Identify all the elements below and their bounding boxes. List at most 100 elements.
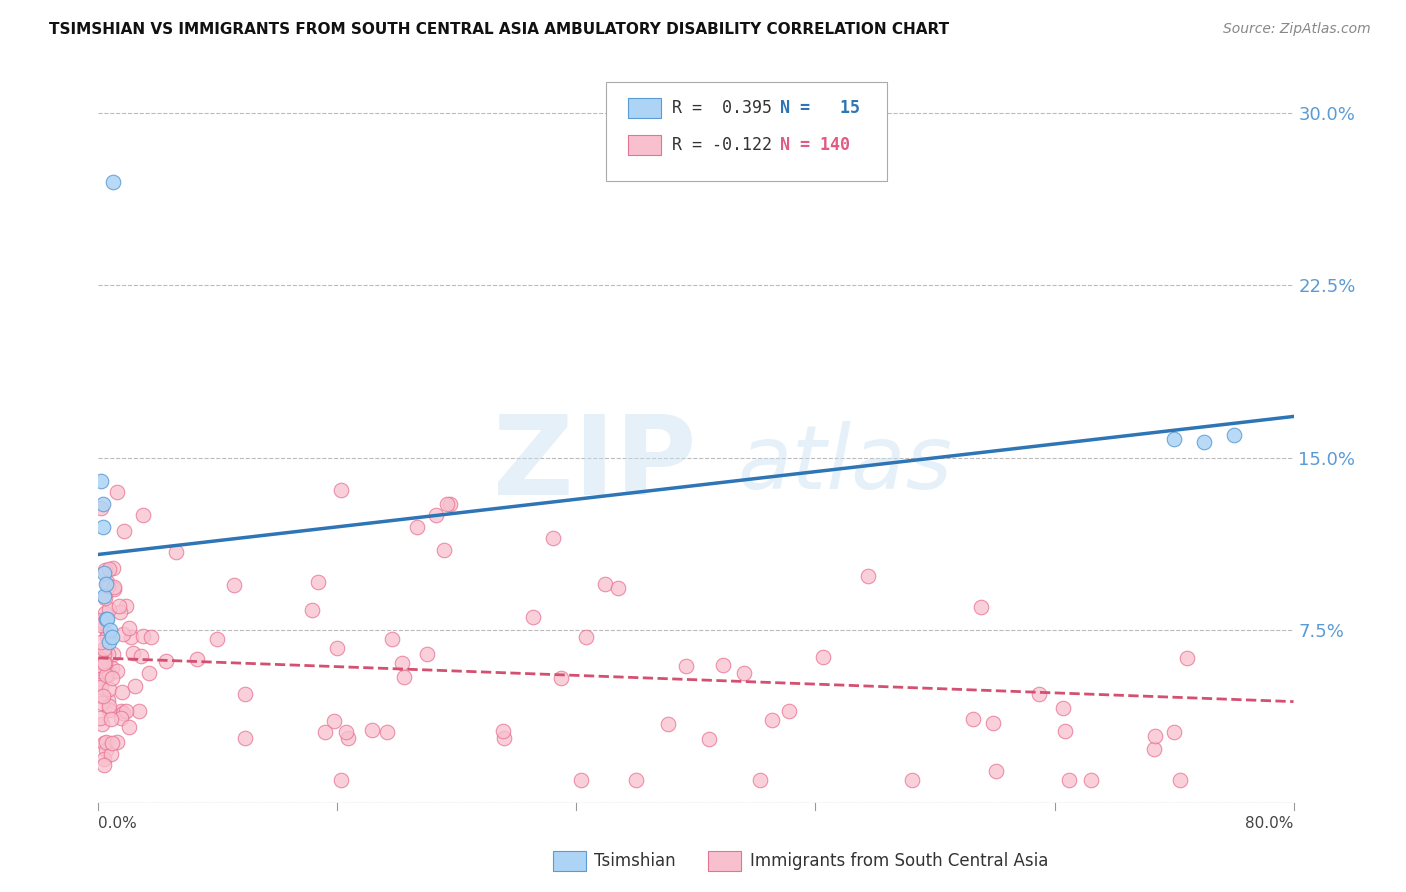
Point: [1175, 651, 1198, 665]
Point: [494, 731, 516, 746]
Bar: [628, 135, 661, 155]
Point: [93, 656, 115, 670]
Point: [326, 640, 349, 655]
Text: N =   15: N = 15: [780, 99, 859, 117]
Point: [1143, 729, 1166, 743]
Point: [100, 747, 122, 761]
Point: [425, 508, 447, 523]
Point: [89, 657, 111, 672]
Point: [233, 687, 256, 701]
Text: 0.0%: 0.0%: [98, 816, 138, 831]
Point: [97, 579, 120, 593]
Point: [97, 647, 120, 661]
Point: [93, 642, 115, 657]
Point: [101, 735, 124, 749]
Point: [101, 561, 124, 575]
Text: atlas: atlas: [738, 421, 953, 508]
Point: [361, 723, 384, 738]
Text: Tsimshian: Tsimshian: [595, 852, 676, 870]
Point: [93, 736, 115, 750]
Point: [1168, 772, 1191, 787]
Point: [1052, 701, 1074, 715]
Point: [970, 600, 993, 615]
Point: [101, 661, 124, 675]
Point: [96, 574, 118, 589]
Point: [103, 580, 125, 594]
Point: [91, 497, 114, 511]
Point: [124, 679, 146, 693]
Bar: [628, 98, 661, 119]
Point: [394, 671, 416, 685]
Point: [569, 772, 592, 787]
Point: [89, 689, 111, 703]
Text: R = -0.122: R = -0.122: [672, 136, 772, 154]
Point: [132, 508, 155, 523]
Point: [1192, 434, 1215, 449]
Point: [105, 485, 128, 500]
Point: [132, 629, 155, 643]
Point: [1223, 427, 1246, 442]
Point: [94, 734, 117, 748]
Point: [98, 682, 121, 697]
Point: [94, 612, 117, 626]
Point: [336, 731, 359, 746]
Point: [89, 674, 111, 689]
Point: [89, 652, 111, 666]
Point: [984, 764, 1007, 778]
Bar: [709, 851, 741, 871]
Point: [433, 542, 456, 557]
Point: [94, 668, 117, 682]
Point: [314, 724, 336, 739]
Point: [381, 632, 404, 646]
Text: 80.0%: 80.0%: [1246, 816, 1294, 831]
Point: [110, 711, 132, 725]
Point: [105, 664, 128, 678]
Point: [105, 735, 128, 749]
Point: [97, 635, 120, 649]
Point: [749, 772, 772, 787]
Point: [1054, 723, 1077, 738]
Point: [1028, 687, 1050, 701]
Point: [110, 605, 132, 619]
FancyBboxPatch shape: [606, 81, 887, 181]
Point: [101, 671, 124, 685]
Point: [1143, 741, 1166, 756]
Point: [128, 705, 150, 719]
Point: [91, 689, 114, 703]
Point: [335, 724, 357, 739]
Point: [122, 646, 145, 660]
Point: [607, 581, 630, 595]
Point: [103, 582, 125, 597]
Text: Source: ZipAtlas.com: Source: ZipAtlas.com: [1223, 22, 1371, 37]
Point: [391, 656, 413, 670]
Point: [522, 610, 544, 624]
Point: [626, 772, 648, 787]
Point: [1163, 433, 1185, 447]
Bar: [553, 851, 586, 871]
Point: [94, 563, 117, 577]
Point: [90, 501, 112, 516]
Point: [1163, 725, 1185, 739]
Point: [108, 599, 131, 614]
Point: [114, 704, 136, 718]
Point: [120, 630, 142, 644]
Point: [657, 716, 679, 731]
Point: [89, 657, 111, 672]
Point: [307, 575, 329, 590]
Point: [138, 666, 160, 681]
Point: [93, 661, 115, 675]
Point: [90, 614, 112, 628]
Point: [94, 591, 117, 606]
Point: [93, 566, 115, 580]
Point: [322, 714, 344, 729]
Point: [901, 772, 924, 787]
Point: [375, 725, 398, 739]
Point: [112, 706, 135, 721]
Point: [981, 716, 1004, 731]
Point: [575, 630, 598, 644]
Point: [155, 654, 177, 668]
Point: [93, 647, 115, 661]
Point: [96, 612, 118, 626]
Point: [1080, 772, 1102, 787]
Point: [90, 618, 112, 632]
